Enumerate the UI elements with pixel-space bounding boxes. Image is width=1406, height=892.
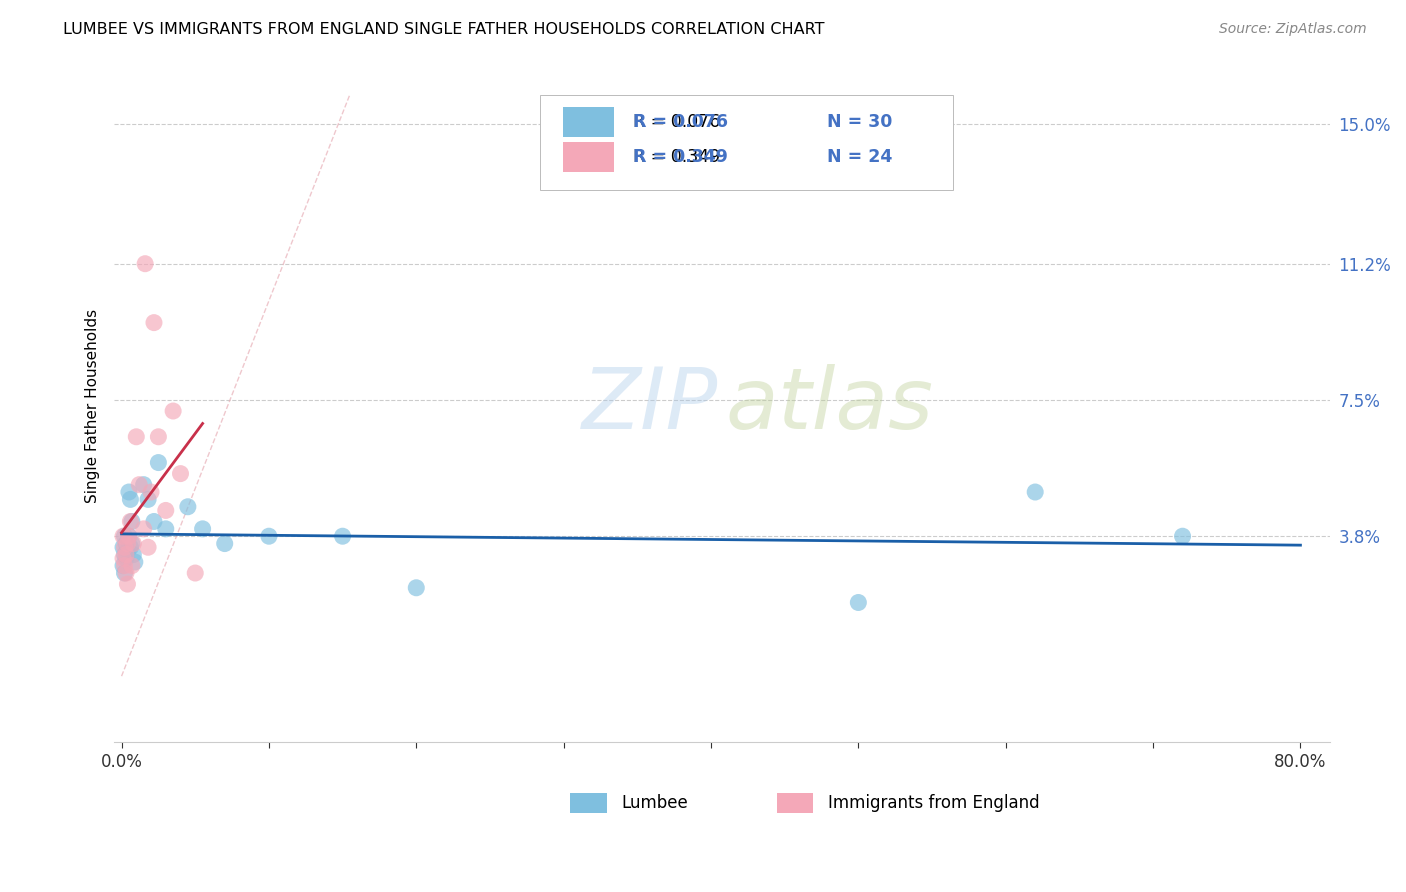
Point <box>115 566 138 580</box>
Point <box>1024 485 1046 500</box>
FancyBboxPatch shape <box>540 95 953 190</box>
Point <box>114 558 136 573</box>
Point <box>136 541 159 555</box>
FancyBboxPatch shape <box>562 107 614 136</box>
Point <box>846 595 869 609</box>
Point <box>112 541 135 555</box>
Point <box>169 467 191 481</box>
Point <box>112 529 135 543</box>
Text: atlas: atlas <box>725 364 934 447</box>
Point <box>125 430 148 444</box>
Point <box>115 548 138 562</box>
Point <box>120 515 142 529</box>
Point <box>132 522 155 536</box>
Text: Immigrants from England: Immigrants from England <box>828 794 1039 812</box>
Point <box>117 536 139 550</box>
Point <box>114 541 136 555</box>
Text: N = 24: N = 24 <box>827 148 891 166</box>
Point <box>128 477 150 491</box>
Point <box>143 316 166 330</box>
FancyBboxPatch shape <box>569 793 606 814</box>
Point <box>114 548 136 562</box>
Point <box>112 551 135 566</box>
Point <box>1171 529 1194 543</box>
Point <box>405 581 427 595</box>
Point <box>114 529 136 543</box>
Point <box>117 577 139 591</box>
Point <box>121 515 143 529</box>
Point <box>134 257 156 271</box>
Point <box>118 485 141 500</box>
Y-axis label: Single Father Households: Single Father Households <box>86 309 100 502</box>
Point <box>257 529 280 543</box>
Text: LUMBEE VS IMMIGRANTS FROM ENGLAND SINGLE FATHER HOUSEHOLDS CORRELATION CHART: LUMBEE VS IMMIGRANTS FROM ENGLAND SINGLE… <box>63 22 825 37</box>
Point <box>148 430 170 444</box>
Point <box>121 558 143 573</box>
Point <box>139 485 162 500</box>
Text: R = 0.349: R = 0.349 <box>633 148 728 166</box>
Point <box>118 529 141 543</box>
Point <box>118 529 141 543</box>
Point <box>112 558 135 573</box>
Point <box>155 503 177 517</box>
Point <box>121 536 143 550</box>
Point <box>115 551 138 566</box>
Point <box>143 515 166 529</box>
Point <box>214 536 236 550</box>
Point <box>191 522 214 536</box>
Text: Lumbee: Lumbee <box>621 794 688 812</box>
Point <box>148 456 170 470</box>
Point <box>122 548 145 562</box>
Text: R = 0.349: R = 0.349 <box>633 148 720 166</box>
Point <box>155 522 177 536</box>
Text: R = 0.076: R = 0.076 <box>633 112 721 131</box>
Text: Source: ZipAtlas.com: Source: ZipAtlas.com <box>1219 22 1367 37</box>
Point <box>132 477 155 491</box>
Point <box>177 500 200 514</box>
Point <box>120 541 142 555</box>
Point <box>117 544 139 558</box>
Point <box>136 492 159 507</box>
Point <box>114 566 136 580</box>
Text: R = 0.076: R = 0.076 <box>633 112 728 131</box>
Point <box>122 536 145 550</box>
Text: ZIP: ZIP <box>582 364 718 447</box>
Point <box>124 555 146 569</box>
Point <box>332 529 354 543</box>
Point <box>184 566 207 580</box>
Text: N = 30: N = 30 <box>827 112 891 131</box>
FancyBboxPatch shape <box>562 142 614 171</box>
Point <box>162 404 184 418</box>
Point <box>115 536 138 550</box>
FancyBboxPatch shape <box>776 793 813 814</box>
Point <box>120 492 142 507</box>
